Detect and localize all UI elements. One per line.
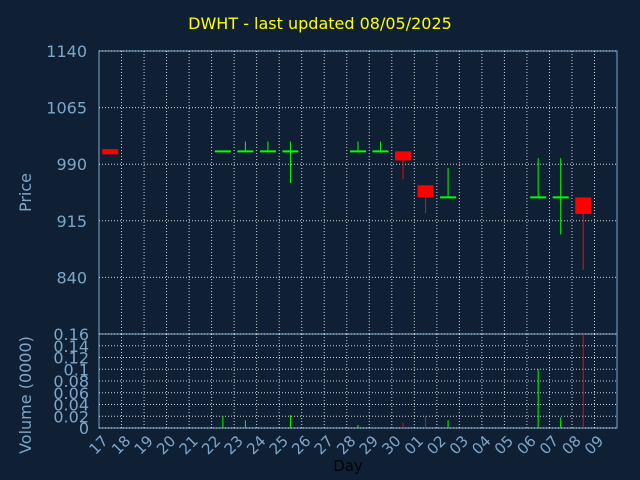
volume-tick-label: 0.1 xyxy=(64,360,89,379)
x-axis-label: Day xyxy=(333,457,363,475)
volume-tick-label: 0.14 xyxy=(53,337,89,356)
price-grid xyxy=(99,50,617,334)
day-tick-label: 09 xyxy=(581,432,607,458)
volume-y-ticks: 00.020.040.060.080.10.120.140.16 xyxy=(53,325,89,438)
candle-body xyxy=(102,149,119,155)
candles xyxy=(102,141,592,270)
volume-grid xyxy=(99,333,617,429)
candle-body xyxy=(395,151,412,161)
volume-tick-label: 0.06 xyxy=(53,384,89,403)
volume-tick-label: 0.12 xyxy=(53,349,89,368)
volume-tick-label: 0.16 xyxy=(53,325,89,344)
chart-title: DWHT - last updated 08/05/2025 xyxy=(188,14,452,33)
volume-tick-label: 0.02 xyxy=(53,407,89,426)
price-tick-label: 1065 xyxy=(46,99,87,118)
price-y-ticks: 1140 1065 990 915 840 xyxy=(46,42,87,287)
price-tick-label: 990 xyxy=(56,155,87,174)
candle-body xyxy=(575,197,592,215)
volume-bars xyxy=(222,334,584,428)
volume-tick-label: 0.04 xyxy=(53,396,89,415)
price-tick-label: 840 xyxy=(56,268,87,287)
price-tick-label: 915 xyxy=(56,212,87,231)
volume-tick-label: 0.08 xyxy=(53,372,89,391)
volume-tick-label: 0 xyxy=(79,419,89,438)
price-y-axis-label: Price xyxy=(16,173,35,212)
day-x-ticks: 1718192021222324252627282930010203040506… xyxy=(86,432,608,458)
price-plot-area xyxy=(98,50,618,335)
price-tick-label: 1140 xyxy=(46,42,87,61)
candle-body xyxy=(417,185,434,198)
volume-y-axis-label: Volume (0000) xyxy=(16,336,35,454)
